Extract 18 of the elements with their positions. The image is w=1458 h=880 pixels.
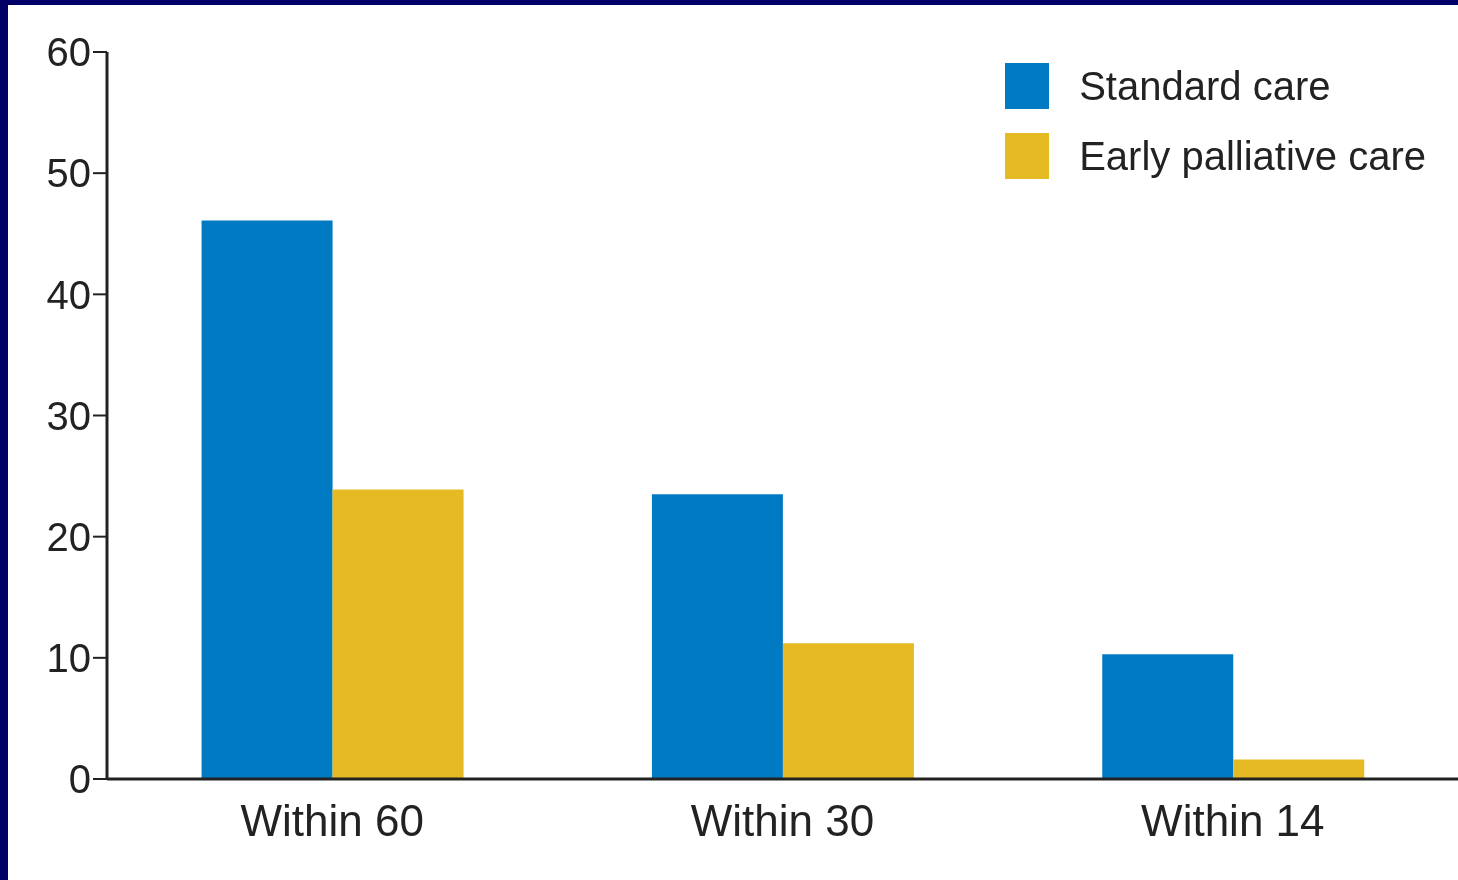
bar (332, 489, 464, 779)
bar (1102, 654, 1234, 779)
y-tick-label: 20 (46, 514, 91, 559)
x-tick-label: Within 30 (690, 796, 875, 846)
bar (1233, 759, 1365, 779)
legend-label: Early palliative care (1079, 133, 1426, 179)
x-tick-label: Within 14 (1141, 796, 1325, 846)
y-tick-label: 30 (46, 393, 91, 438)
y-tick-label: 0 (68, 757, 91, 802)
y-tick-label: 10 (46, 636, 91, 681)
y-tick-label: 40 (46, 272, 91, 317)
y-tick-label: 50 (46, 151, 91, 196)
x-tick-label: Within 60 (240, 796, 424, 846)
bar (201, 220, 333, 779)
legend-label: Standard care (1079, 63, 1331, 109)
bar (651, 494, 783, 779)
bar (782, 643, 914, 779)
y-tick-label: 60 (46, 30, 91, 75)
